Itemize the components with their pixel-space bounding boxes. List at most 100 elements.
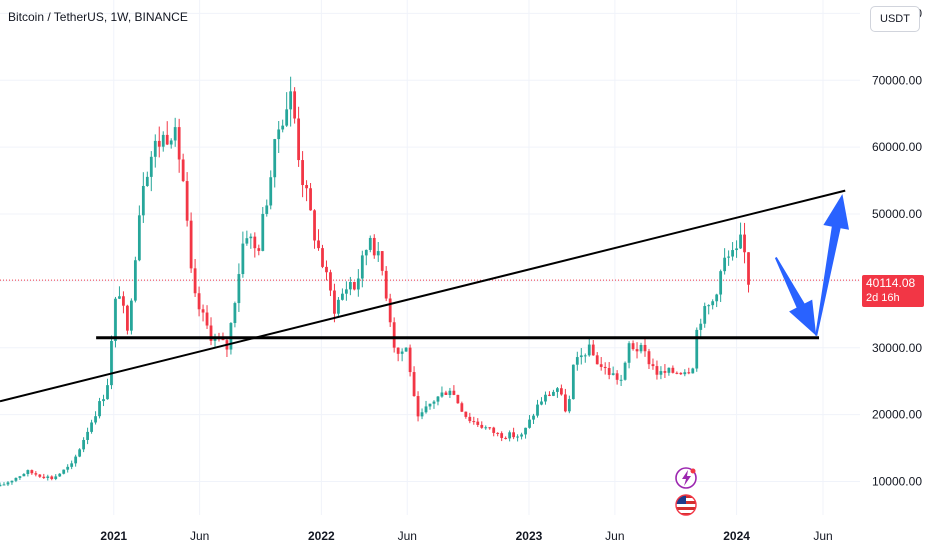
candle [651,358,655,370]
candle [376,241,380,262]
candle [516,434,519,442]
candle [285,92,289,127]
candle [607,362,611,380]
candle [197,286,201,317]
currency-button[interactable]: USDT [870,6,920,32]
candle [114,296,117,348]
candle [655,360,659,380]
candle [185,172,189,227]
candle [253,232,257,258]
candle [62,469,66,475]
candle [599,357,603,371]
candle [619,374,623,387]
candle [133,256,137,303]
arrow-down-shape[interactable] [774,257,817,336]
candle [245,230,249,246]
last-price-value: 40114.08 [866,276,916,290]
candle [667,367,671,376]
x-tick-label: 2022 [308,529,335,543]
candle [579,348,583,365]
candle [42,473,46,480]
candle [265,199,269,217]
candle [615,370,619,385]
candle [715,293,719,308]
candle [225,336,229,358]
candle [436,396,440,406]
candle [269,170,273,210]
candle [428,403,432,410]
candle [352,281,356,291]
candle [711,299,715,310]
candle [86,427,89,445]
y-tick-label: 10000.00 [872,475,922,489]
candle [213,333,217,347]
candle [723,248,727,275]
x-axis[interactable]: 2021 Jun 2022 Jun 2023 Jun 2024 Jun [100,529,832,543]
candle [293,87,297,124]
candle [173,117,177,147]
candle [488,426,492,430]
x-tick-label: Jun [605,529,624,543]
chart-grid [0,0,860,515]
candle [0,482,2,487]
rising-trend-line[interactable] [0,189,846,403]
candle [412,366,416,397]
candle [22,473,26,477]
candle [94,411,97,425]
candle [257,244,261,256]
candle [500,431,504,442]
candle [611,366,615,376]
x-tick-label: 2023 [516,529,543,543]
us-flag-icon[interactable] [675,494,697,516]
candle [301,151,304,198]
candle [110,335,113,390]
candle [313,209,316,249]
candle [384,266,388,302]
candle [643,337,647,357]
candle [448,387,452,398]
candle [153,134,157,168]
candle [209,317,213,346]
candle [492,426,496,437]
candle [348,276,352,296]
candle [2,482,6,486]
arrow-up-shape[interactable] [815,194,849,336]
x-tick-label: Jun [813,529,832,543]
candle [480,421,484,429]
candle [731,242,734,261]
candle [380,251,384,276]
candle [277,121,281,154]
candle [30,469,34,475]
candle [524,427,527,439]
candle [639,342,643,354]
candle [46,474,50,481]
candle [460,401,464,413]
candle [261,207,265,252]
candle [289,76,293,127]
y-axis[interactable]: 10000.0020000.0030000.0040000.0050000.00… [872,6,922,488]
y-tick-label: 20000.00 [872,408,922,422]
candle [735,240,738,258]
candle [241,231,245,278]
candle [452,385,456,396]
candle [484,425,488,430]
x-tick-label: Jun [398,529,417,543]
candle [627,341,631,369]
candle [364,249,368,266]
lightning-icon[interactable] [675,467,697,489]
candle [440,386,444,398]
candle [603,362,607,375]
candle [707,304,711,315]
candle [468,412,472,424]
candle [126,304,129,335]
candle [675,371,679,375]
candle [145,171,149,187]
candle [699,318,703,337]
candle [631,340,635,351]
candle [432,400,436,409]
candle [317,229,320,251]
candle [444,390,448,396]
candle [372,234,376,259]
candle [496,432,500,437]
